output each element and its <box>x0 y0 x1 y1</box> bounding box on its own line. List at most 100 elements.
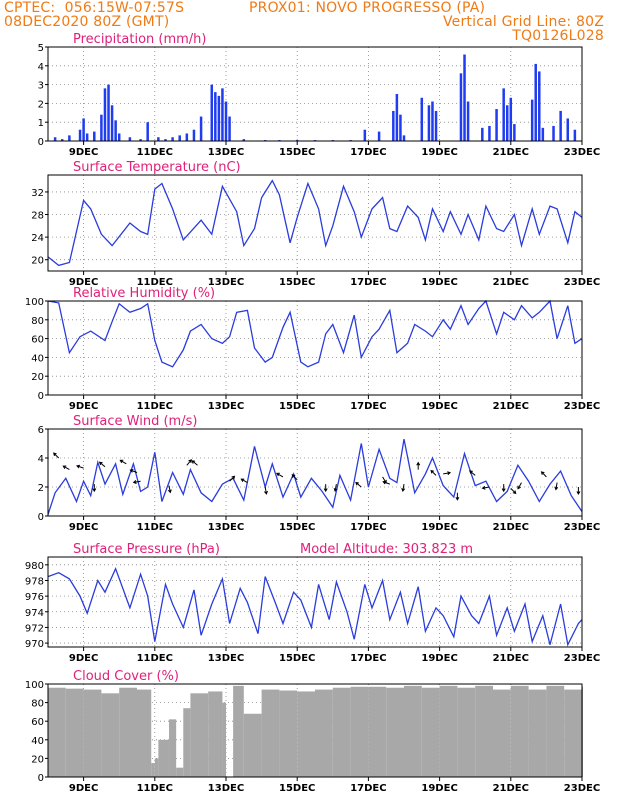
y-tick-label: 0 <box>38 137 44 148</box>
precip-bar <box>530 99 534 141</box>
precip-bar <box>171 137 174 141</box>
cloud-bar <box>279 690 298 777</box>
precip-bar <box>117 133 121 141</box>
x-tick-label: 23DEC <box>564 653 600 664</box>
x-tick-label: 23DEC <box>564 147 600 158</box>
wind-arrow-icon <box>52 452 60 459</box>
wind-arrow-icon <box>401 484 406 492</box>
x-tick-label: 9DEC <box>69 147 98 158</box>
plot-frame <box>47 300 583 396</box>
precip-bar <box>185 133 189 141</box>
cloud-bar <box>475 685 493 777</box>
y-tick-label: 976 <box>25 592 44 603</box>
x-tick-label: 13DEC <box>208 653 244 664</box>
precip-bar <box>228 116 231 141</box>
wind-arrow-icon <box>481 485 490 490</box>
precip-bar <box>505 105 509 141</box>
precip-bar <box>420 97 424 141</box>
cloud-bar <box>546 685 565 777</box>
y-tick-label: 972 <box>25 623 44 634</box>
x-tick-label: 9DEC <box>69 401 98 412</box>
panel-2: 0 20 40 60 80 100 9DEC 11DEC 13DEC 15DEC 17DEC 19DE… <box>25 286 600 412</box>
wind-arrow-icon <box>416 461 421 470</box>
wind-arrow-icon <box>576 487 581 495</box>
cloud-bar <box>315 689 333 777</box>
panel-4: 970 972 974 976 978 980 9DEC 11DEC 13DEC 15DEC 17D… <box>25 542 600 664</box>
cloud-bar <box>243 713 262 777</box>
x-tick-label: 23DEC <box>564 783 600 794</box>
y-tick-label: 60 <box>31 335 44 346</box>
precip-bar <box>53 137 57 141</box>
precip-bar <box>377 131 381 141</box>
x-tick-label: 21DEC <box>493 653 529 664</box>
precip-bar <box>78 129 82 141</box>
precip-bar <box>434 110 438 141</box>
y-tick-label: 0 <box>38 773 44 784</box>
x-tick-label: 19DEC <box>421 522 457 533</box>
x-tick-label: 13DEC <box>208 277 244 288</box>
x-tick-label: 17DEC <box>350 147 386 158</box>
y-tick-label: 20 <box>31 754 44 765</box>
precip-bar <box>466 101 470 141</box>
precip-bar <box>224 101 228 141</box>
y-tick-label: 1 <box>38 118 44 129</box>
series-line <box>47 179 583 267</box>
cloud-bar <box>176 767 184 777</box>
x-tick-label: 21DEC <box>493 147 529 158</box>
precip-bar <box>573 129 577 141</box>
wind-arrow-icon <box>430 469 437 476</box>
header-location: CPTEC: 056:15W-07:57S <box>4 0 185 16</box>
plot-frame <box>47 174 583 272</box>
header-station: PROX01: NOVO PROGRESSO (PA) <box>249 0 486 16</box>
y-tick-label: 20 <box>31 372 44 383</box>
precip-bar <box>399 114 402 141</box>
wind-arrow-icon <box>323 484 328 493</box>
wind-arrow-icon <box>229 475 236 482</box>
precip-bar <box>93 131 96 141</box>
cloud-bar <box>439 685 458 777</box>
precip-bar <box>509 97 513 141</box>
precip-bar <box>103 88 107 141</box>
precip-bar <box>541 127 545 141</box>
x-tick-label: 9DEC <box>69 522 98 533</box>
precip-bar <box>402 135 406 141</box>
cloud-bar <box>528 689 547 777</box>
y-tick-label: 0 <box>38 512 44 523</box>
cloud-bar <box>154 758 159 777</box>
precip-bar <box>395 94 399 141</box>
y-tick-label: 28 <box>31 211 44 222</box>
x-tick-label: 13DEC <box>208 783 244 794</box>
cloud-bar <box>208 691 223 777</box>
x-tick-label: 15DEC <box>279 653 315 664</box>
x-tick-label: 9DEC <box>69 783 98 794</box>
wind-arrow-icon <box>186 459 192 466</box>
x-tick-label: 11DEC <box>137 277 173 288</box>
wind-arrow-icon <box>191 460 198 466</box>
y-tick-label: 978 <box>25 576 44 587</box>
cloud-bar <box>65 688 84 777</box>
x-tick-label: 23DEC <box>564 522 600 533</box>
cloud-bar <box>101 693 120 777</box>
wind-arrow-icon <box>333 484 338 492</box>
precip-bar <box>431 101 434 141</box>
panel-0: 0 1 2 3 4 5 9DEC 11DEC 13DEC 15DEC 17DEC 19DEC 21DEC… <box>38 32 601 158</box>
cloud-bar <box>261 689 280 777</box>
x-tick-label: 11DEC <box>137 783 173 794</box>
x-tick-label: 13DEC <box>208 522 244 533</box>
y-tick-label: 60 <box>31 717 44 728</box>
cloud-bar <box>493 689 511 777</box>
precip-bar <box>100 114 103 141</box>
precip-bar <box>192 129 196 141</box>
precip-bar <box>221 88 224 141</box>
x-tick-label: 19DEC <box>421 653 457 664</box>
x-tick-label: 21DEC <box>493 277 529 288</box>
wind-arrow-icon <box>98 461 106 468</box>
panel-title: Cloud Cover (%) <box>73 669 179 684</box>
precip-bar <box>392 110 395 141</box>
precip-bar <box>217 95 221 141</box>
precip-bar <box>488 125 491 141</box>
cloud-bar <box>222 702 226 777</box>
plot-frame <box>47 46 583 142</box>
y-tick-label: 100 <box>25 297 44 308</box>
wind-arrow-icon <box>501 484 506 493</box>
